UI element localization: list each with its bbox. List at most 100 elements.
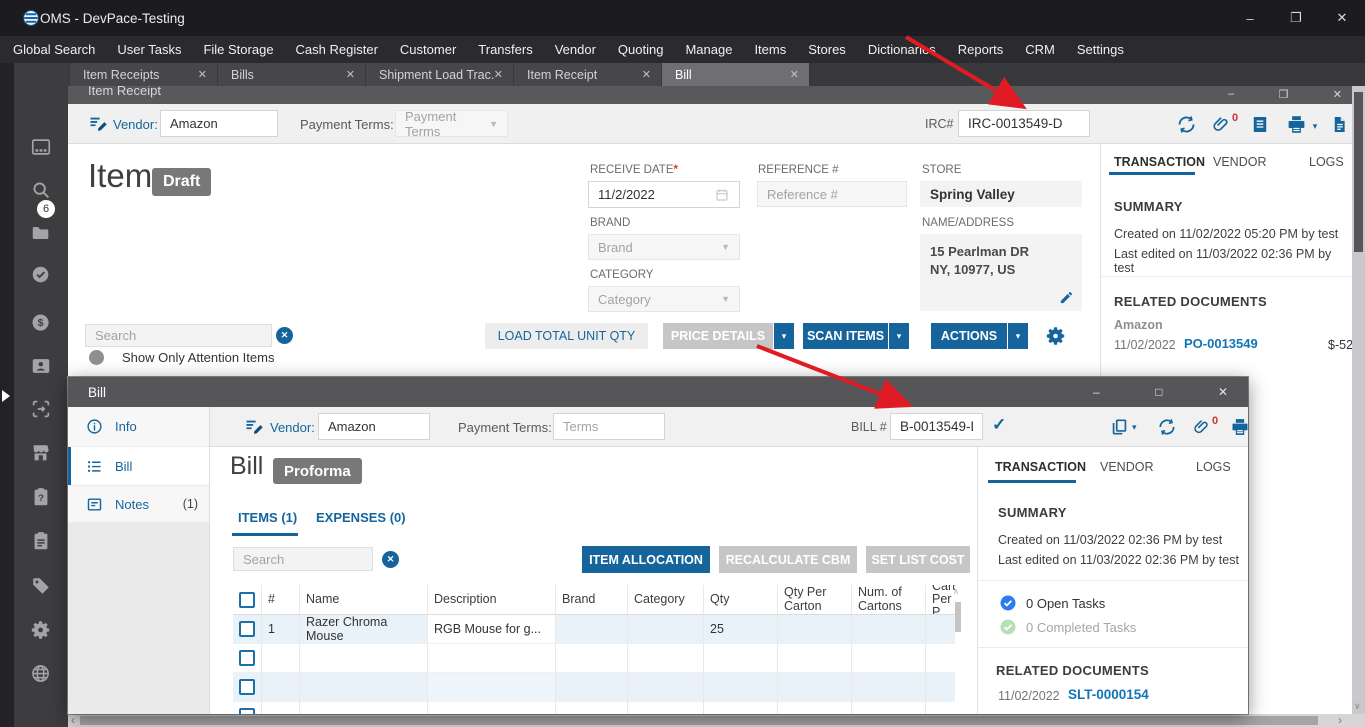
menu-manage[interactable]: Manage xyxy=(685,42,733,57)
panel-tab-transaction[interactable]: TRANSACTION xyxy=(1114,155,1205,169)
row-checkbox[interactable] xyxy=(239,650,255,666)
ir-restore-button[interactable]: ❐ xyxy=(1278,89,1289,101)
tab-close-icon[interactable]: ✕ xyxy=(493,69,503,81)
menu-reports[interactable]: Reports xyxy=(957,42,1004,57)
bill-window-titlebar[interactable]: Bill – □ ✕ xyxy=(68,377,1248,407)
scan-items-button[interactable]: SCAN ITEMS xyxy=(803,323,888,349)
edit-address-pencil-icon[interactable] xyxy=(1059,290,1074,305)
menu-stores[interactable]: Stores xyxy=(808,42,846,57)
print-dropdown-icon[interactable]: ▾ xyxy=(1312,120,1318,131)
globe-icon[interactable] xyxy=(30,663,52,685)
refresh-icon[interactable] xyxy=(1176,114,1197,135)
search-icon[interactable] xyxy=(30,179,52,201)
store-icon[interactable] xyxy=(30,442,52,464)
bill-search-input[interactable] xyxy=(233,547,373,571)
refresh-icon[interactable] xyxy=(1157,417,1177,437)
table-scroll-up-icon[interactable]: ∧ xyxy=(953,587,959,596)
menu-settings[interactable]: Settings xyxy=(1076,42,1124,57)
copy-dropdown-icon[interactable]: ▾ xyxy=(1132,422,1137,432)
menu-file-storage[interactable]: File Storage xyxy=(203,42,274,57)
menu-dictionaries[interactable]: Dictionaries xyxy=(867,42,936,57)
scan-box-icon[interactable] xyxy=(30,398,52,420)
vendor-input[interactable] xyxy=(160,110,278,137)
category-select[interactable]: Category ▼ xyxy=(588,286,740,312)
folder-icon[interactable] xyxy=(30,222,52,244)
horizontal-scrollbar-thumb[interactable] xyxy=(80,716,1318,725)
tab-shipment-load-tracking[interactable]: Shipment Load Trac... ✕ xyxy=(366,63,513,86)
receive-date-input[interactable]: 11/2/2022 xyxy=(588,181,740,208)
scan-items-dropdown[interactable]: ▾ xyxy=(889,323,909,349)
document-icon[interactable] xyxy=(1330,114,1349,135)
tab-close-icon[interactable]: ✕ xyxy=(641,69,651,81)
actions-button[interactable]: ACTIONS xyxy=(931,323,1007,349)
scroll-down-icon[interactable]: ∨ xyxy=(1354,701,1361,711)
scroll-right-icon[interactable]: › xyxy=(1338,713,1342,727)
irc-number-input[interactable] xyxy=(958,110,1090,137)
reference-input[interactable] xyxy=(757,181,907,207)
row-checkbox[interactable] xyxy=(239,679,255,695)
settings-gear-icon[interactable] xyxy=(30,619,52,641)
table-vscroll-thumb[interactable] xyxy=(955,602,961,632)
help-clipboard-icon[interactable]: ? xyxy=(30,486,52,508)
select-all-checkbox[interactable] xyxy=(239,591,255,608)
completed-tasks-label[interactable]: 0 Completed Tasks xyxy=(1026,620,1137,635)
row-checkbox[interactable] xyxy=(239,621,255,637)
menu-crm[interactable]: CRM xyxy=(1025,42,1055,57)
recalculate-cbm-button[interactable]: RECALCULATE CBM xyxy=(719,546,857,573)
load-total-unit-qty-button[interactable]: LOAD TOTAL UNIT QTY xyxy=(485,323,648,349)
open-tasks-label[interactable]: 0 Open Tasks xyxy=(1026,596,1106,611)
nav-item-bill[interactable]: Bill xyxy=(68,447,209,486)
tag-icon[interactable] xyxy=(30,575,52,597)
app-minimize-button[interactable]: – xyxy=(1246,10,1254,26)
set-list-cost-button[interactable]: SET LIST COST xyxy=(866,546,970,573)
table-row[interactable] xyxy=(233,702,955,714)
attachments-paperclip-icon[interactable] xyxy=(1192,417,1211,437)
panel-tab-vendor[interactable]: VENDOR xyxy=(1100,460,1154,474)
contact-card-icon[interactable] xyxy=(30,355,52,377)
menu-transfers[interactable]: Transfers xyxy=(478,42,533,57)
tasks-check-icon[interactable] xyxy=(30,264,52,286)
bill-maximize-button[interactable]: □ xyxy=(1155,385,1163,399)
price-details-dropdown[interactable]: ▾ xyxy=(774,323,794,349)
menu-items[interactable]: Items xyxy=(754,42,787,57)
tab-close-icon[interactable]: ✕ xyxy=(345,69,355,81)
payment-terms-select[interactable]: Payment Terms ▼ xyxy=(395,109,508,139)
print-icon[interactable] xyxy=(1286,114,1307,135)
panel-tab-transaction[interactable]: TRANSACTION xyxy=(995,460,1086,474)
table-row[interactable]: 1 Razer Chroma Mouse RGB Mouse for g... … xyxy=(233,615,955,644)
ir-minimize-button[interactable]: – xyxy=(1228,88,1235,100)
tab-close-icon[interactable]: ✕ xyxy=(789,69,799,81)
grid-settings-gear-icon[interactable] xyxy=(1045,325,1067,347)
panel-tab-logs[interactable]: LOGS xyxy=(1196,460,1231,474)
edit-note-icon[interactable] xyxy=(88,114,108,134)
bill-minimize-button[interactable]: – xyxy=(1093,385,1100,399)
items-search-input[interactable] xyxy=(85,324,272,347)
menu-customer[interactable]: Customer xyxy=(399,42,457,57)
copy-icon[interactable] xyxy=(1110,417,1129,437)
menu-global-search[interactable]: Global Search xyxy=(13,42,96,57)
sidebar-expander[interactable] xyxy=(2,390,10,402)
attachments-paperclip-icon[interactable] xyxy=(1211,114,1231,135)
panel-tab-vendor[interactable]: VENDOR xyxy=(1213,155,1267,169)
print-icon[interactable] xyxy=(1230,417,1248,437)
tab-items[interactable]: ITEMS (1) xyxy=(238,510,298,525)
journal-icon[interactable] xyxy=(1250,114,1270,135)
price-details-button[interactable]: PRICE DETAILS xyxy=(663,323,773,349)
nav-item-info[interactable]: Info xyxy=(68,407,209,447)
related-doc-link[interactable]: PO-0013549 xyxy=(1184,336,1258,351)
tab-item-receipt[interactable]: Item Receipt ✕ xyxy=(514,63,661,86)
tab-item-receipts[interactable]: Item Receipts ✕ xyxy=(70,63,217,86)
tab-bills[interactable]: Bills ✕ xyxy=(218,63,365,86)
menu-user-tasks[interactable]: User Tasks xyxy=(117,42,182,57)
item-allocation-button[interactable]: ITEM ALLOCATION xyxy=(582,546,710,573)
scroll-left-icon[interactable]: ‹ xyxy=(71,713,75,727)
tab-expenses[interactable]: EXPENSES (0) xyxy=(316,510,406,525)
clipboard-icon[interactable] xyxy=(30,530,52,552)
dashboard-icon[interactable] xyxy=(30,136,52,158)
menu-cash-register[interactable]: Cash Register xyxy=(295,42,378,57)
brand-select[interactable]: Brand ▼ xyxy=(588,234,740,260)
bill-close-button[interactable]: ✕ xyxy=(1217,385,1228,399)
vertical-scrollbar-thumb[interactable] xyxy=(1354,92,1363,252)
menu-quoting[interactable]: Quoting xyxy=(617,42,664,57)
clear-search-icon[interactable]: ✕ xyxy=(276,327,293,344)
